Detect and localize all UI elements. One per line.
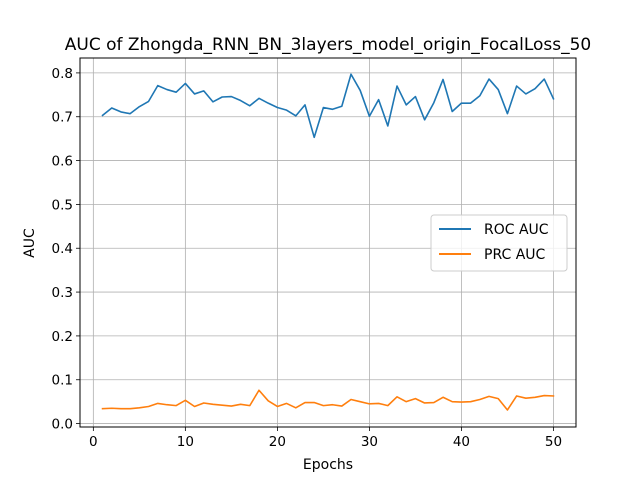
- series-line-prc-auc: [101, 389, 555, 411]
- y-tick-label: 0.1: [52, 373, 73, 389]
- legend: ROC AUC PRC AUC: [430, 214, 568, 272]
- grid-layer: [80, 58, 576, 427]
- y-tick-label: 0.0: [52, 417, 73, 433]
- x-tick-label: 30: [361, 434, 378, 450]
- y-tick-label: 0.4: [52, 241, 73, 257]
- x-tick-label: 10: [177, 434, 194, 450]
- y-tick-label: 0.7: [52, 110, 73, 126]
- x-tick-label: 0: [89, 434, 98, 450]
- x-tick-label: 40: [453, 434, 470, 450]
- y-tick-label: 0.6: [52, 154, 73, 170]
- x-tick-label: 50: [545, 434, 562, 450]
- x-axis-title: Epochs: [303, 457, 353, 473]
- y-tick-label: 0.3: [52, 285, 73, 301]
- y-axis-title: AUC: [22, 228, 38, 258]
- y-tick-label: 0.8: [52, 66, 73, 82]
- y-tick-label: 0.2: [52, 329, 73, 345]
- series-line-roc-auc: [101, 73, 555, 139]
- series-layer: [101, 73, 555, 411]
- legend-label-prc-auc: PRC AUC: [484, 247, 546, 263]
- chart-title: AUC of Zhongda_RNN_BN_3layers_model_orig…: [65, 35, 592, 55]
- y-axis: 0.0 0.1 0.2 0.3 0.4 0.5 0.6 0.7 0.8: [52, 66, 80, 433]
- legend-label-roc-auc: ROC AUC: [484, 222, 549, 238]
- plot-frame: [79, 57, 577, 428]
- x-tick-label: 20: [269, 434, 286, 450]
- y-tick-label: 0.5: [52, 197, 73, 213]
- x-axis: 0 10 20 30 40 50: [89, 427, 562, 450]
